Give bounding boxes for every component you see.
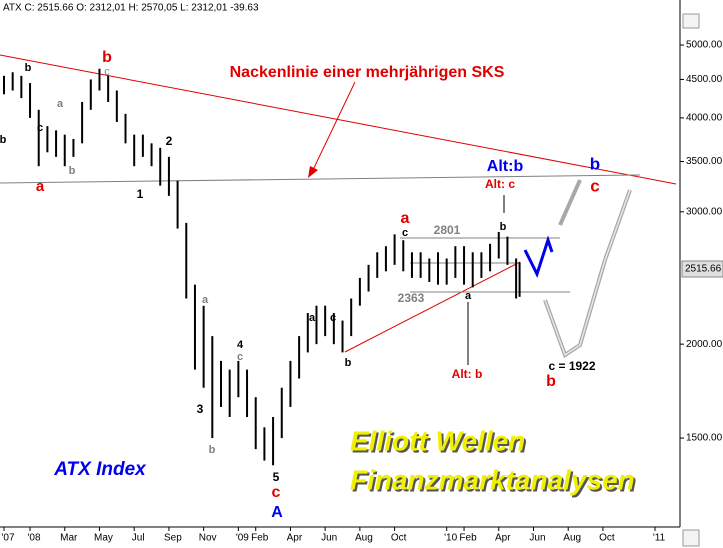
annotation: c — [402, 227, 408, 239]
y-tick-label: 3500.00 — [686, 156, 723, 167]
projection — [558, 179, 582, 226]
support-line — [344, 261, 521, 353]
x-tick-label: Feb — [251, 533, 269, 544]
annotation: a — [465, 290, 472, 302]
annotation-lines — [0, 54, 677, 365]
annotation: 4 — [237, 339, 244, 351]
x-tick-label: '09 — [236, 533, 249, 544]
x-tick-label: Aug — [355, 533, 373, 544]
x-tick-label: Apr — [287, 533, 303, 544]
x-tick-label: '11 — [653, 533, 666, 544]
annotation: 1 — [137, 187, 144, 201]
y-tick-label: 4500.00 — [686, 74, 723, 85]
annotation: 2363 — [398, 291, 425, 305]
x-tick-label: Oct — [391, 533, 407, 544]
x-tick-label: '10 — [444, 533, 457, 544]
projection-highlight — [544, 189, 631, 357]
x-tick-label: Aug — [563, 533, 581, 544]
annotation: a — [309, 312, 316, 324]
x-tick-label: '08 — [28, 533, 41, 544]
annotation: Alt:b — [487, 158, 524, 175]
annotation: a — [36, 178, 45, 195]
annotation: a — [57, 98, 64, 110]
x-tick-label: May — [94, 533, 113, 544]
annotation: Alt: c — [485, 177, 515, 191]
y-tick-label: 1500.00 — [686, 433, 723, 444]
horizontal-line — [0, 174, 641, 184]
x-tick-label: Jun — [529, 533, 545, 544]
x-tick-label: Apr — [495, 533, 511, 544]
last-price-label: 2515.66 — [685, 264, 722, 275]
annotation: 2801 — [434, 223, 461, 237]
annotation: c = 1922 — [548, 359, 595, 373]
neckline — [0, 54, 677, 185]
annotation: 2 — [166, 134, 173, 148]
projection-blue — [523, 235, 554, 278]
x-tick-label: Jun — [321, 533, 337, 544]
annotation: c — [330, 312, 336, 324]
annotation: b — [546, 373, 556, 390]
annotation: b — [590, 154, 600, 173]
annotation: c — [272, 484, 281, 501]
annotation: b — [69, 165, 76, 177]
corner-button[interactable] — [682, 13, 700, 29]
annotation: 5 — [273, 470, 280, 484]
annotation: b — [209, 444, 216, 456]
arrow — [311, 81, 356, 173]
annotation: c — [104, 66, 110, 78]
price-box — [681, 260, 723, 278]
y-tick-label: 2000.00 — [686, 339, 723, 350]
x-tick-label: '07 — [1, 533, 14, 544]
annotation: c — [237, 351, 243, 363]
arrow-head — [308, 166, 318, 178]
x-tick-label: Oct — [599, 533, 615, 544]
corner-button[interactable] — [682, 529, 700, 547]
x-tick-label: Feb — [459, 533, 477, 544]
y-tick-label: 3000.00 — [686, 206, 723, 217]
annotation: a — [401, 210, 410, 227]
annotation: b — [345, 357, 352, 369]
annotation: Nackenlinie einer mehrjährigen SKS — [230, 64, 505, 81]
annotation: c — [37, 122, 43, 134]
annotation: ATX Index — [53, 459, 147, 480]
y-tick-label: 4000.00 — [686, 113, 723, 124]
annotation: Alt: b — [452, 367, 483, 381]
annotation: Finanzmarktanalysen — [350, 464, 635, 495]
annotation: a — [202, 294, 209, 306]
annotation: A — [271, 504, 283, 521]
annotation: b — [0, 134, 7, 146]
annotation-shadow: Elliott Wellen — [352, 427, 527, 458]
annotation: 3 — [197, 402, 204, 416]
x-tick-label: Jul — [132, 533, 145, 544]
x-tick-label: Mar — [60, 533, 78, 544]
annotation: c — [590, 176, 599, 195]
y-tick-label: 5000.00 — [686, 40, 723, 51]
annotation: Elliott Wellen — [350, 425, 525, 456]
header: ATX C: 2515.66 O: 2312,01 H: 2570,05 L: … — [3, 3, 259, 14]
annotation-shadow: Finanzmarktanalysen — [352, 466, 637, 497]
x-tick-label: Nov — [199, 533, 217, 544]
annotation: b — [102, 49, 112, 66]
annotation: b — [500, 221, 507, 233]
annotation: b — [25, 62, 32, 74]
x-tick-label: Sep — [164, 533, 182, 544]
